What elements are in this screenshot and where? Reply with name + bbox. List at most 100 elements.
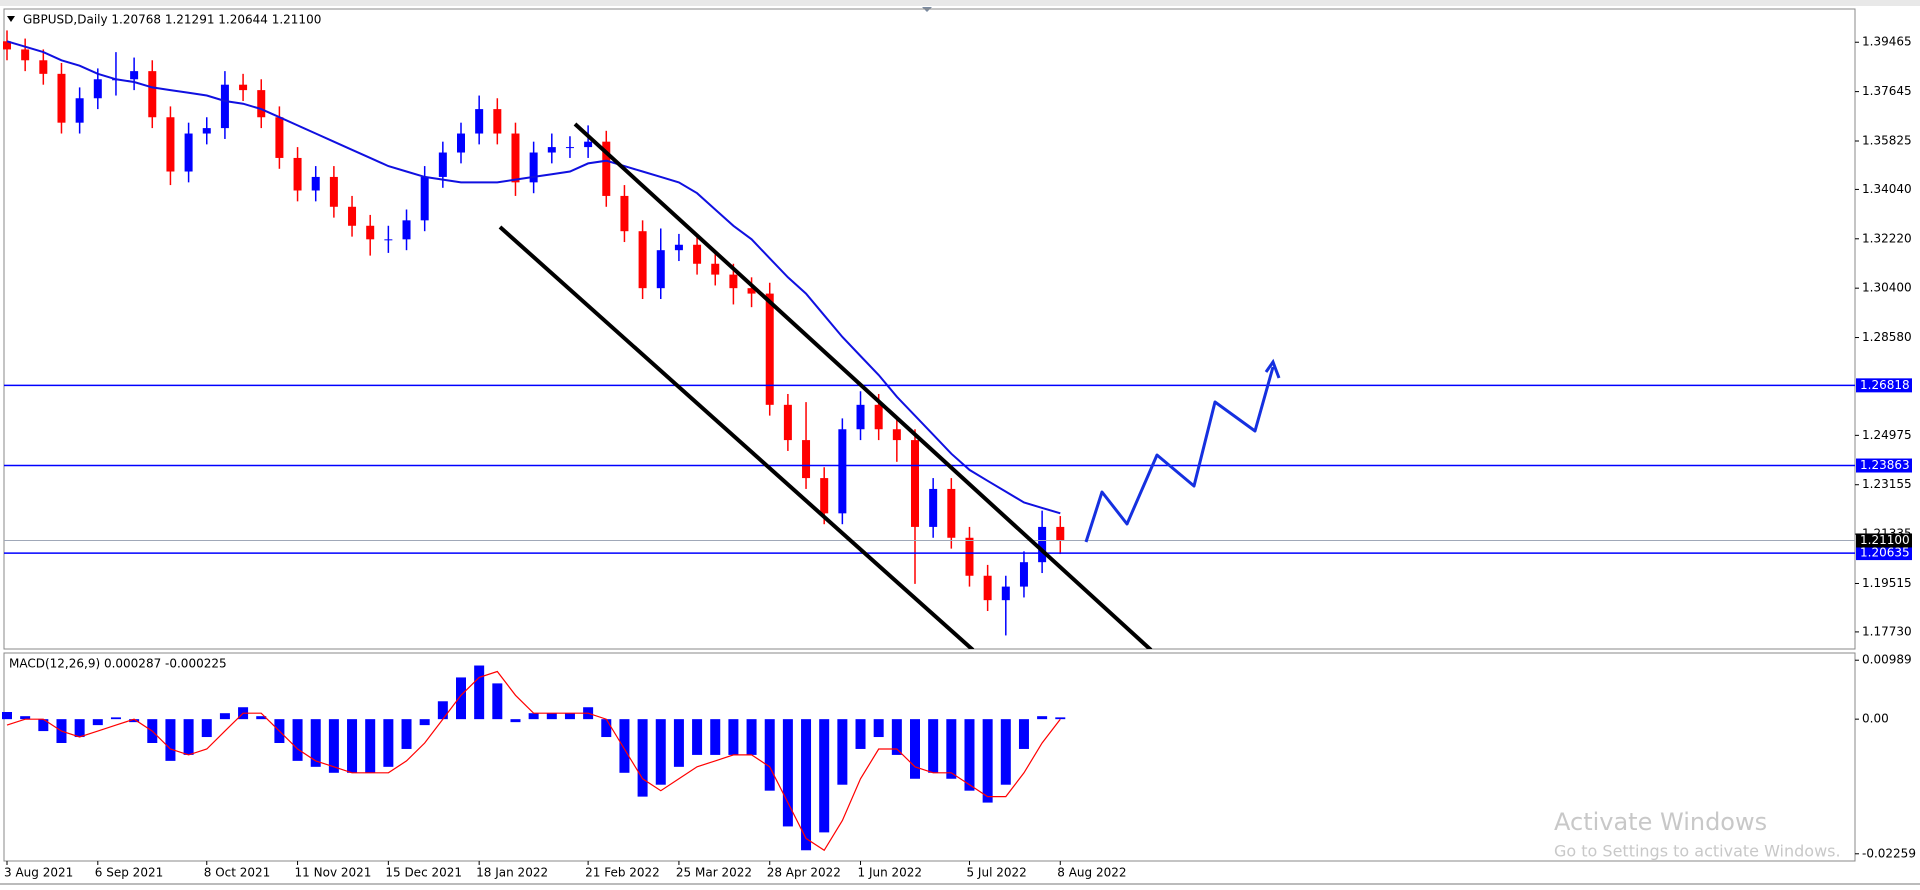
macd-bar bbox=[873, 719, 884, 738]
macd-bar bbox=[201, 719, 212, 738]
y-tick-label: 1.34040 bbox=[1862, 182, 1912, 196]
macd-bar bbox=[692, 719, 703, 755]
candle-body bbox=[547, 147, 556, 153]
y-tick-label: 1.28580 bbox=[1862, 330, 1912, 344]
candle-body bbox=[856, 404, 865, 430]
candle-body bbox=[1056, 526, 1065, 541]
candle-body bbox=[148, 71, 157, 118]
macd-bar bbox=[801, 719, 812, 851]
macd-bar bbox=[855, 719, 866, 749]
watermark-title: Activate Windows bbox=[1554, 808, 1767, 836]
candle-body bbox=[874, 404, 883, 430]
x-tick-label: 15 Dec 2021 bbox=[385, 866, 462, 880]
x-tick-label: 28 Apr 2022 bbox=[767, 866, 841, 880]
x-tick-label: 5 Jul 2022 bbox=[966, 866, 1026, 880]
candle-body bbox=[802, 440, 811, 479]
macd-bar bbox=[456, 677, 466, 720]
candle-body bbox=[75, 98, 84, 123]
candle-body bbox=[166, 117, 175, 172]
candle-body bbox=[602, 141, 611, 196]
candle-body bbox=[293, 157, 302, 191]
y-tick-label: 1.17730 bbox=[1862, 624, 1912, 638]
x-tick-label: 8 Oct 2021 bbox=[204, 866, 271, 880]
candle-body bbox=[202, 128, 211, 134]
candle-body bbox=[420, 176, 429, 221]
macd-bar bbox=[183, 719, 194, 755]
macd-bar bbox=[637, 719, 648, 797]
plot-layer: 1.39465 1.37645 1.35825 1.34040 1.32220 1.304… bbox=[2, 30, 1916, 880]
candle-body bbox=[656, 250, 665, 289]
candle-body bbox=[638, 231, 647, 289]
macd-bar bbox=[964, 719, 975, 791]
candle-body bbox=[565, 147, 574, 149]
macd-bar bbox=[2, 712, 12, 720]
macd-bar bbox=[74, 719, 85, 738]
macd-bar bbox=[619, 719, 630, 773]
candle-body bbox=[511, 133, 520, 183]
macd-bar bbox=[837, 719, 848, 785]
candle-body bbox=[620, 195, 629, 232]
macd-bar bbox=[165, 719, 176, 761]
level-label: 1.26818 bbox=[1860, 378, 1910, 392]
macd-bar bbox=[383, 719, 394, 767]
candle-body bbox=[93, 79, 102, 99]
y-tick-label: 1.30400 bbox=[1862, 281, 1912, 295]
macd-bar bbox=[437, 701, 448, 720]
candle-body bbox=[438, 152, 447, 177]
candle-body bbox=[366, 225, 375, 240]
candle-body bbox=[747, 288, 756, 294]
macd-bar bbox=[328, 719, 339, 773]
y-tick-label: 0.00989 bbox=[1862, 653, 1912, 667]
candle-body bbox=[275, 117, 284, 158]
macd-bar bbox=[347, 719, 358, 773]
candle-body bbox=[257, 90, 266, 118]
candle-body bbox=[329, 176, 338, 207]
macd-bar bbox=[891, 719, 902, 755]
macd-bar bbox=[1055, 717, 1066, 720]
y-tick-label: 1.39465 bbox=[1862, 35, 1912, 49]
macd-panel bbox=[3, 652, 1856, 862]
candle-body bbox=[529, 152, 538, 183]
forecast-arrowhead bbox=[1264, 358, 1281, 379]
macd-bar bbox=[528, 713, 539, 720]
macd-bar bbox=[256, 716, 267, 720]
y-tick-label: 1.23155 bbox=[1862, 477, 1912, 491]
top-strip bbox=[0, 0, 1920, 6]
candle-body bbox=[311, 176, 320, 191]
candle-body bbox=[929, 488, 938, 527]
menu-triangle bbox=[7, 16, 15, 22]
last-price-label: 1.21100 bbox=[1860, 533, 1910, 547]
macd-bar bbox=[746, 719, 757, 755]
x-tick-label: 18 Jan 2022 bbox=[476, 866, 548, 880]
candle-body bbox=[239, 84, 248, 91]
x-tick-label: 6 Sep 2021 bbox=[95, 866, 163, 880]
macd-bar bbox=[982, 719, 993, 803]
macd-bar bbox=[129, 719, 140, 723]
x-tick-label: 25 Mar 2022 bbox=[676, 866, 752, 880]
macd-bar bbox=[492, 683, 503, 720]
macd-bar bbox=[928, 719, 939, 773]
channel-lower bbox=[498, 225, 975, 649]
candle-body bbox=[947, 488, 956, 538]
last-price-bg bbox=[1856, 533, 1912, 548]
candle-body bbox=[584, 141, 593, 148]
macd-bar bbox=[819, 719, 830, 833]
candle-body bbox=[783, 404, 792, 441]
macd-bar bbox=[419, 719, 430, 726]
watermark-subtitle: Go to Settings to activate Windows. bbox=[1554, 842, 1841, 861]
macd-bar bbox=[782, 719, 793, 827]
x-tick-label: 21 Feb 2022 bbox=[585, 866, 660, 880]
y-tick-label: 1.32220 bbox=[1862, 231, 1912, 245]
candle-body bbox=[184, 133, 193, 172]
candle-body bbox=[21, 49, 30, 61]
macd-title: MACD(12,26,9) 0.000287 -0.000225 bbox=[9, 657, 227, 671]
x-tick-label: 1 Jun 2022 bbox=[858, 866, 923, 880]
x-tick-label: 11 Nov 2021 bbox=[295, 866, 372, 880]
candle-body bbox=[475, 109, 484, 134]
macd-bar bbox=[365, 719, 376, 773]
candle-body bbox=[1001, 586, 1010, 601]
level-label-bg bbox=[1856, 378, 1912, 393]
macd-bar bbox=[1018, 719, 1029, 749]
level-label-bg bbox=[1856, 458, 1912, 473]
